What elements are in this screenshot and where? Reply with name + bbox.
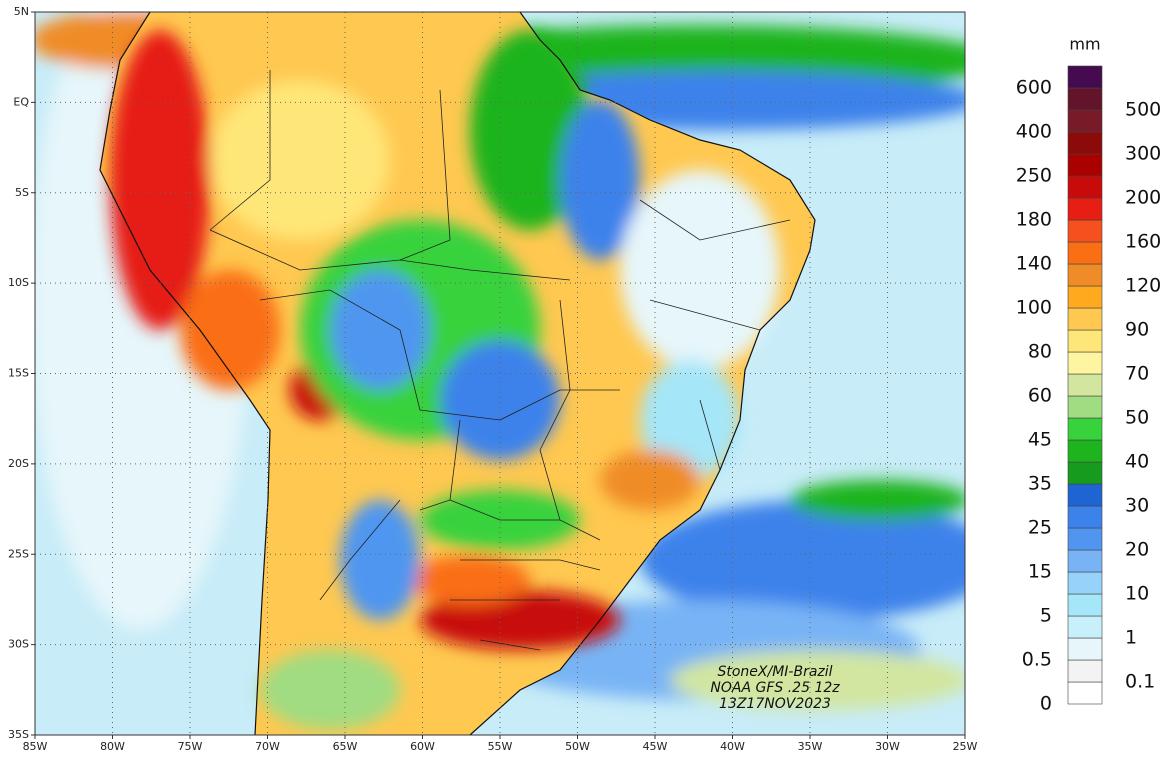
lon-tick-label: 70W: [255, 740, 280, 753]
map-frame: [34, 11, 966, 736]
coastline: [99, 12, 816, 735]
colorbar-box: [1067, 549, 1103, 573]
colorbar-box: [1067, 439, 1103, 463]
colorbar-label: 45: [1028, 429, 1052, 451]
colorbar-box: [1067, 351, 1103, 375]
credit-line: NOAA GFS .25 12z: [710, 680, 840, 696]
colorbar-box: [1067, 307, 1103, 331]
lat-tick-label: 15S: [8, 367, 29, 380]
lon-tick-label: 30W: [875, 740, 900, 753]
lat-tick-label: 30S: [8, 638, 29, 651]
colorbar-box: [1067, 527, 1103, 551]
colorbar-box: [1067, 131, 1103, 155]
colorbar-label: 20: [1125, 539, 1149, 561]
colorbar-box: [1067, 593, 1103, 617]
colorbar-label: 1: [1125, 627, 1137, 649]
colorbar-label: 5: [1040, 605, 1052, 627]
colorbar-label: 200: [1125, 187, 1161, 209]
colorbar-label: 40: [1125, 451, 1149, 473]
lon-tick-label: 60W: [410, 740, 435, 753]
colorbar-label: 140: [1016, 253, 1052, 275]
lon-tick-label: 85W: [23, 740, 48, 753]
colorbar-label: 100: [1016, 297, 1052, 319]
colorbar-label: 160: [1125, 231, 1161, 253]
credit-line: 13Z17NOV2023: [719, 696, 831, 712]
colorbar-label: 250: [1016, 165, 1052, 187]
colorbar-box: [1067, 87, 1103, 111]
colorbar-box: [1067, 197, 1103, 221]
colorbar-label: 80: [1028, 341, 1052, 363]
colorbar-box: [1067, 263, 1103, 287]
colorbar-box: [1067, 285, 1103, 309]
colorbar-label: 90: [1125, 319, 1149, 341]
map-field: [35, 12, 965, 735]
colorbar-box: [1067, 505, 1103, 529]
colorbar: 00.10.5151015202530354045506070809010012…: [1016, 65, 1161, 715]
colorbar-label: 0.1: [1125, 671, 1155, 693]
colorbar-box: [1067, 153, 1103, 177]
lat-tick-label: 5N: [14, 5, 29, 18]
colorbar-label: 400: [1016, 121, 1052, 143]
colorbar-box: [1067, 395, 1103, 419]
colorbar-box: [1067, 637, 1103, 661]
lat-tick-label: 25S: [8, 547, 29, 560]
colorbar-box: [1067, 483, 1103, 507]
lon-tick-label: 55W: [488, 740, 513, 753]
colorbar-label: 35: [1028, 473, 1052, 495]
lon-tick-label: 40W: [720, 740, 745, 753]
colorbar-box: [1067, 65, 1103, 89]
colorbar-box: [1067, 241, 1103, 265]
colorbar-box: [1067, 219, 1103, 243]
colorbar-box: [1067, 417, 1103, 441]
colorbar-box: [1067, 175, 1103, 199]
colorbar-label: 0.5: [1022, 649, 1052, 671]
legend-unit: mm: [1069, 35, 1100, 54]
lon-tick-label: 80W: [100, 740, 125, 753]
lat-tick-label: EQ: [13, 95, 29, 108]
lat-tick-label: 20S: [8, 457, 29, 470]
colorbar-box: [1067, 681, 1103, 705]
lon-tick-label: 50W: [565, 740, 590, 753]
colorbar-label: 300: [1125, 143, 1161, 165]
colorbar-label: 70: [1125, 363, 1149, 385]
colorbar-label: 50: [1125, 407, 1149, 429]
colorbar-label: 30: [1125, 495, 1149, 517]
lat-tick-label: 5S: [15, 186, 29, 199]
colorbar-box: [1067, 373, 1103, 397]
colorbar-box: [1067, 461, 1103, 485]
colorbar-label: 0: [1040, 693, 1052, 715]
colorbar-box: [1067, 571, 1103, 595]
lon-tick-label: 65W: [333, 740, 358, 753]
colorbar-box: [1067, 659, 1103, 683]
colorbar-label: 10: [1125, 583, 1149, 605]
colorbar-label: 180: [1016, 209, 1052, 231]
colorbar-box: [1067, 615, 1103, 639]
colorbar-label: 500: [1125, 99, 1161, 121]
lon-tick-label: 45W: [643, 740, 668, 753]
colorbar-box: [1067, 329, 1103, 353]
colorbar-label: 15: [1028, 561, 1052, 583]
credit-line: StoneX/MI-Brazil: [717, 664, 832, 680]
colorbar-box: [1067, 109, 1103, 133]
colorbar-label: 120: [1125, 275, 1161, 297]
lon-tick-label: 35W: [798, 740, 823, 753]
lat-tick-label: 35S: [8, 728, 29, 741]
lat-tick-label: 10S: [8, 276, 29, 289]
colorbar-label: 600: [1016, 77, 1052, 99]
colorbar-label: 25: [1028, 517, 1052, 539]
colorbar-label: 60: [1028, 385, 1052, 407]
lon-tick-label: 25W: [953, 740, 978, 753]
lon-tick-label: 75W: [178, 740, 203, 753]
